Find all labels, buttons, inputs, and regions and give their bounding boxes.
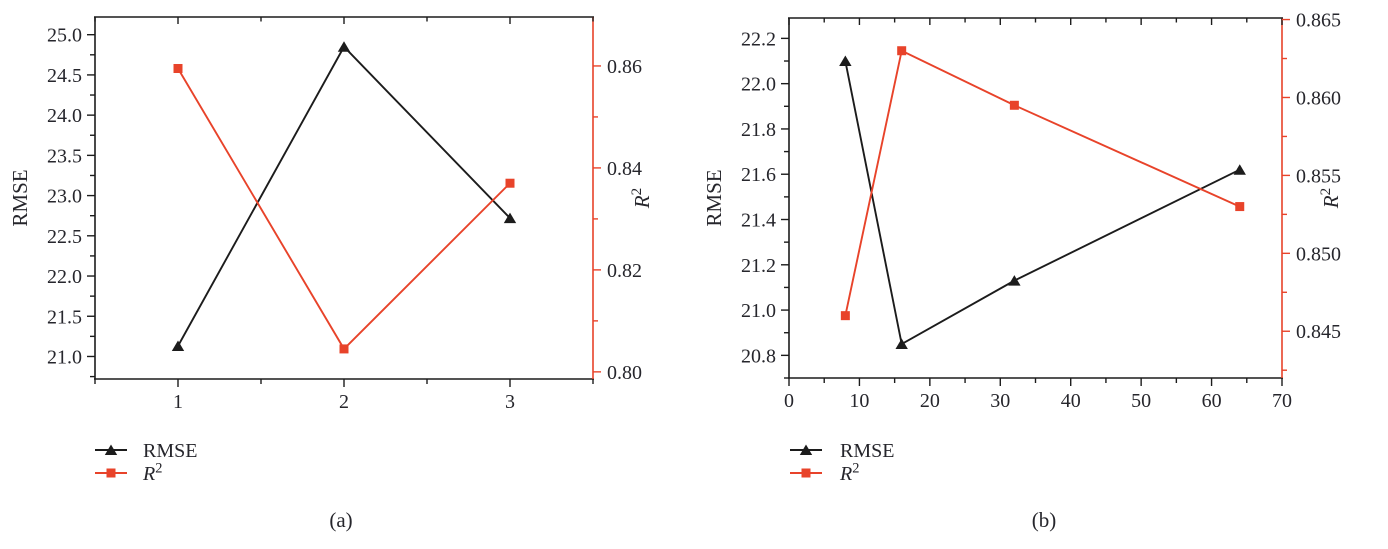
data-point [839,55,852,67]
x-tick-label: 3 [505,391,515,413]
data-point [1235,202,1245,212]
chart-a: 1 2 3 21.0 21.5 22.0 22.5 23.0 23.5 24.0 24.5 25.0 0… [8,16,654,532]
left-tick-label: 23.0 [47,186,82,208]
x-tick-label: 2 [339,391,349,413]
left-tick-label: 21.8 [741,119,776,141]
legend-item: R2 [95,460,162,485]
x-tick-label: 1 [173,391,183,413]
series-line-r2 [844,49,1241,316]
legend-label: R2 [142,460,162,485]
x-tick-label: 0 [784,390,794,412]
legend-label: RMSE [840,440,894,462]
data-point [173,63,183,73]
data-point [840,311,850,321]
left-axis-title: RMSE [8,169,32,226]
series-line-rmse [177,45,511,347]
data-point [1008,275,1021,286]
right-tick-label: 0.845 [1296,321,1341,343]
x-tick-label: 10 [849,390,869,412]
data-point [897,46,907,56]
x-tick-label: 70 [1272,390,1292,412]
right-tick-label: 0.860 [1296,87,1341,109]
right-tick-label: 0.855 [1296,165,1341,187]
legend-item: RMSE [790,440,894,462]
right-axis-title: R2 [1318,188,1343,209]
left-tick-label: 22.0 [47,266,82,288]
left-tick-label: 23.5 [47,145,82,167]
series-line-rmse [844,60,1241,346]
right-tick-label: 0.80 [607,362,642,384]
left-axis-title: RMSE [702,169,726,226]
data-point [1233,164,1246,175]
right-tick-label: 0.850 [1296,243,1341,265]
left-tick-label: 24.5 [47,65,82,87]
left-tick-label: 20.8 [741,345,776,367]
x-tick-label: 60 [1202,390,1222,412]
x-tick-label: 40 [1061,390,1081,412]
left-tick-label: 21.5 [47,306,82,328]
right-tick-label: 0.86 [607,56,642,78]
legend-label: R2 [839,460,859,485]
left-tick-label: 21.4 [741,210,776,232]
legend-marker [799,444,813,455]
chart-b: 0 10 20 30 40 50 60 70 20.8 21.0 21.2 21.4 21.6 21.8 2… [702,10,1343,532]
right-tick-label: 0.84 [607,158,642,180]
left-tick-label: 21.0 [741,300,776,322]
data-point [1009,100,1019,110]
left-tick-label: 22.2 [741,28,776,50]
left-tick-label: 24.0 [47,105,82,127]
x-tick-label: 30 [990,390,1010,412]
left-tick-label: 22.5 [47,226,82,248]
chart-caption: (a) [329,508,352,532]
data-point [171,340,185,352]
left-tick-label: 22.0 [741,74,776,96]
chart-panel-b: 0 10 20 30 40 50 60 70 20.8 21.0 21.2 21.4 21.6 21.8 2… [694,0,1388,544]
series-line-r2 [177,68,511,351]
data-point [503,212,517,224]
right-tick-label: 0.82 [607,260,642,282]
chart-caption: (b) [1032,508,1057,532]
legend-marker [801,468,811,478]
data-point [339,344,349,354]
legend-marker [106,468,116,478]
right-axis-title: R2 [629,188,654,209]
data-point [505,178,515,188]
x-tick-label: 50 [1131,390,1151,412]
legend-item: R2 [790,460,859,485]
chart-panel-a: 1 2 3 21.0 21.5 22.0 22.5 23.0 23.5 24.0 24.5 25.0 0… [0,0,694,544]
left-tick-label: 21.6 [741,164,776,186]
legend-item: RMSE [95,440,197,462]
legend-label: RMSE [143,440,197,462]
x-tick-label: 20 [920,390,940,412]
left-tick-label: 25.0 [47,25,82,47]
legend-marker [104,444,118,455]
right-tick-label: 0.865 [1296,10,1341,32]
data-point [895,338,908,350]
data-point [337,41,351,52]
left-tick-label: 21.2 [741,255,776,277]
left-tick-label: 21.0 [47,346,82,368]
